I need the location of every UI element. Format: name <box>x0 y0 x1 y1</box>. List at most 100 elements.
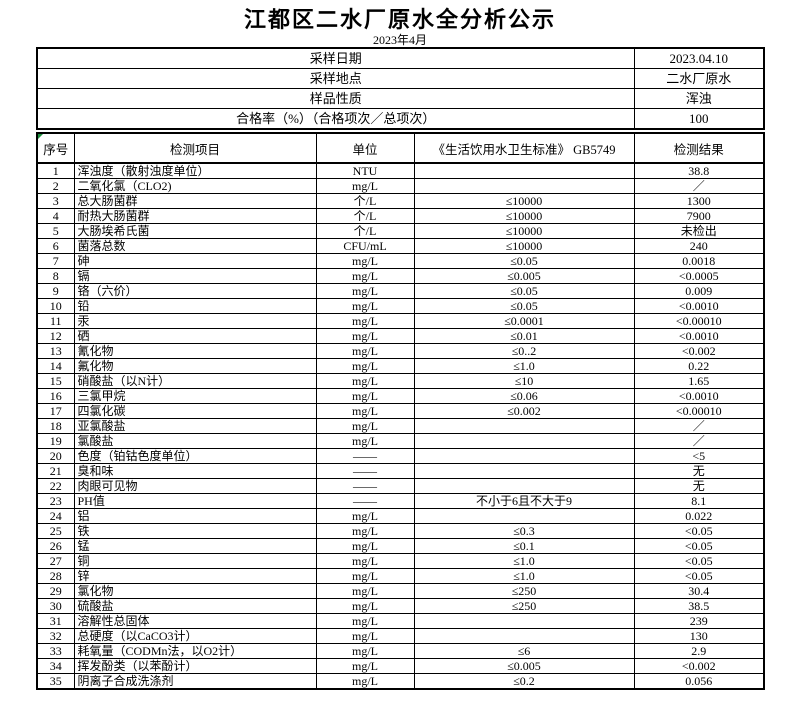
result-value: ／ <box>633 433 765 449</box>
standard-limit: ≤0.005 <box>413 268 635 284</box>
standard-limit: ≤10 <box>413 373 635 389</box>
item-name: 菌落总数 <box>73 238 317 254</box>
result-value: 30.4 <box>633 583 765 599</box>
result-value: 240 <box>633 238 765 254</box>
unit: mg/L <box>315 388 415 404</box>
result-value: 38.5 <box>633 598 765 614</box>
unit: mg/L <box>315 403 415 419</box>
item-name: 锌 <box>73 568 317 584</box>
unit: NTU <box>315 162 415 179</box>
row-index: 16 <box>36 388 75 404</box>
item-name: 浑浊度（散射浊度单位） <box>73 162 317 179</box>
info-label-pass-rate: 合格率（%）（合格项次／总项次） <box>36 108 635 130</box>
unit: mg/L <box>315 598 415 614</box>
item-name: 铝 <box>73 508 317 524</box>
standard-limit: 不小于6且不大于9 <box>413 493 635 509</box>
row-index: 24 <box>36 508 75 524</box>
standard-limit: ≤0..2 <box>413 343 635 359</box>
table-row: 23 PH值 —— 不小于6且不大于9 8.1 <box>36 493 765 509</box>
row-index: 19 <box>36 433 75 449</box>
standard-limit: ≤250 <box>413 598 635 614</box>
row-index: 1 <box>36 162 75 179</box>
table-row: 5 大肠埃希氏菌 个/L ≤10000 未检出 <box>36 223 765 239</box>
item-name: 臭和味 <box>73 463 317 479</box>
item-name: 镉 <box>73 268 317 284</box>
unit: 个/L <box>315 223 415 239</box>
row-index: 15 <box>36 373 75 389</box>
result-value: 无 <box>633 463 765 479</box>
unit: —— <box>315 463 415 479</box>
item-name: 氯化物 <box>73 583 317 599</box>
item-name: 大肠埃希氏菌 <box>73 223 317 239</box>
standard-limit: ≤0.1 <box>413 538 635 554</box>
result-value: <0.002 <box>633 343 765 359</box>
unit: mg/L <box>315 643 415 659</box>
unit: mg/L <box>315 328 415 344</box>
item-name: 氰化物 <box>73 343 317 359</box>
table-row: 18 亚氯酸盐 mg/L ／ <box>36 418 765 434</box>
unit: 个/L <box>315 193 415 209</box>
standard-limit: ≤1.0 <box>413 568 635 584</box>
table-row: 11 汞 mg/L ≤0.0001 <0.00010 <box>36 313 765 329</box>
result-value: 0.022 <box>633 508 765 524</box>
tables-container: 采样日期 2023.04.10 采样地点 二水厂原水 样品性质 浑浊 合格率（%… <box>36 47 765 690</box>
item-name: 硫酸盐 <box>73 598 317 614</box>
unit: mg/L <box>315 418 415 434</box>
info-row: 合格率（%）（合格项次／总项次） 100 <box>36 108 765 130</box>
standard-limit: ≤0.005 <box>413 658 635 674</box>
item-name: 硝酸盐（以N计） <box>73 373 317 389</box>
table-row: 25 铁 mg/L ≤0.3 <0.05 <box>36 523 765 539</box>
standard-limit <box>413 628 635 644</box>
item-name: 汞 <box>73 313 317 329</box>
standard-limit <box>413 463 635 479</box>
result-value: 2.9 <box>633 643 765 659</box>
standard-limit: ≤1.0 <box>413 358 635 374</box>
row-index: 30 <box>36 598 75 614</box>
item-name: 三氯甲烷 <box>73 388 317 404</box>
row-index: 27 <box>36 553 75 569</box>
row-index: 17 <box>36 403 75 419</box>
unit: mg/L <box>315 628 415 644</box>
standard-limit: ≤0.002 <box>413 403 635 419</box>
standard-limit <box>413 162 635 179</box>
result-value: 1.65 <box>633 373 765 389</box>
unit: mg/L <box>315 658 415 674</box>
result-value: <0.002 <box>633 658 765 674</box>
table-row: 28 锌 mg/L ≤1.0 <0.05 <box>36 568 765 584</box>
row-index: 12 <box>36 328 75 344</box>
row-index: 14 <box>36 358 75 374</box>
result-value: <0.0010 <box>633 328 765 344</box>
table-row: 30 硫酸盐 mg/L ≤250 38.5 <box>36 598 765 614</box>
row-index: 7 <box>36 253 75 269</box>
result-value: <0.05 <box>633 538 765 554</box>
result-value: ／ <box>633 418 765 434</box>
row-index: 34 <box>36 658 75 674</box>
info-value-pass-rate: 100 <box>633 108 765 130</box>
page-subtitle: 2023年4月 <box>372 33 427 47</box>
standard-limit <box>413 478 635 494</box>
standard-limit: ≤6 <box>413 643 635 659</box>
unit: —— <box>315 478 415 494</box>
standard-limit: ≤0.0001 <box>413 313 635 329</box>
unit: mg/L <box>315 583 415 599</box>
page-title: 江都区二水厂原水全分析公示 <box>243 7 556 32</box>
item-name: 总硬度（以CaCO3计） <box>73 628 317 644</box>
row-index: 4 <box>36 208 75 224</box>
info-value-sampling-date: 2023.04.10 <box>633 47 765 69</box>
table-row: 35 阴离子合成洗涤剂 mg/L ≤0.2 0.056 <box>36 673 765 690</box>
unit: mg/L <box>315 508 415 524</box>
standard-limit: ≤1.0 <box>413 553 635 569</box>
unit: mg/L <box>315 613 415 629</box>
result-value: <0.05 <box>633 553 765 569</box>
result-value: 8.1 <box>633 493 765 509</box>
row-index: 2 <box>36 178 75 194</box>
table-row: 12 硒 mg/L ≤0.01 <0.0010 <box>36 328 765 344</box>
item-name: 砷 <box>73 253 317 269</box>
result-value: 1300 <box>633 193 765 209</box>
info-label-sampling-location: 采样地点 <box>36 68 635 89</box>
row-index: 26 <box>36 538 75 554</box>
unit: mg/L <box>315 283 415 299</box>
table-row: 32 总硬度（以CaCO3计） mg/L 130 <box>36 628 765 644</box>
standard-limit <box>413 178 635 194</box>
header-seq: 序号 <box>36 132 75 164</box>
